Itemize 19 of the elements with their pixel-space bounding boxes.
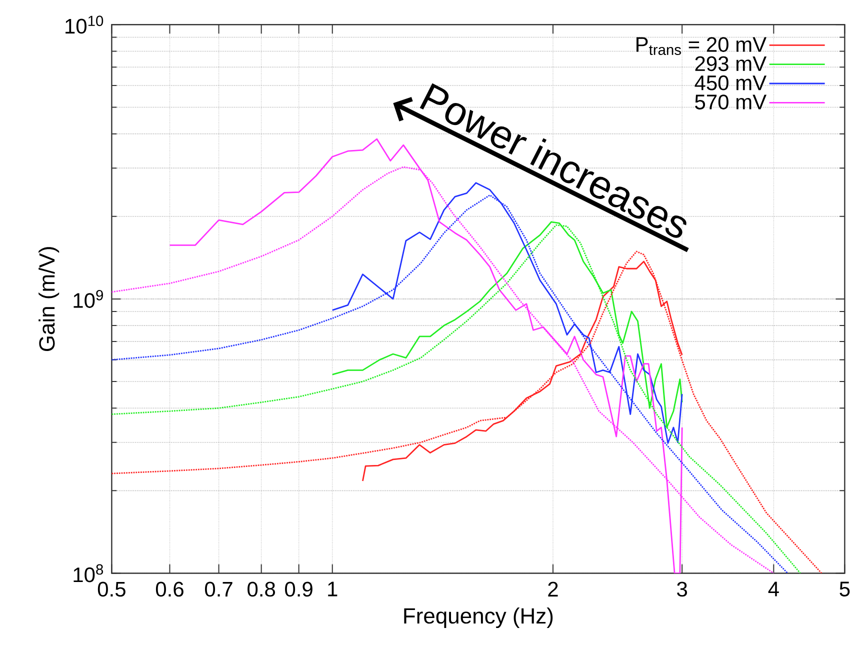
y-tick-label: 10$^{10}$ bbox=[66, 16, 104, 34]
legend-label: 570 mV bbox=[695, 94, 766, 110]
x-tick-label: 0.5 bbox=[98, 582, 126, 597]
x-tick-label: 0.9 bbox=[285, 582, 312, 597]
legend-label: 293 mV bbox=[695, 56, 766, 72]
x-tick-label: 0.8 bbox=[248, 582, 276, 597]
x-tick-label: 1 bbox=[328, 582, 338, 596]
x-axis-title: Frequency (Hz) bbox=[404, 608, 553, 628]
legend-label: 450 mV bbox=[694, 75, 766, 90]
x-tick-label: 2 bbox=[548, 582, 558, 596]
x-tick-label: 0.7 bbox=[205, 582, 232, 597]
legend-label: P$_{trans}$ = 20 mV bbox=[636, 37, 766, 56]
x-tick-label: 4 bbox=[768, 582, 779, 596]
x-tick-label: 0.6 bbox=[156, 582, 184, 597]
x-tick-label: 5 bbox=[840, 582, 850, 596]
y-tick-label: 10$^{8}$ bbox=[74, 564, 104, 582]
x-tick-label: 3 bbox=[677, 582, 687, 597]
y-tick-label: 10$^{9}$ bbox=[74, 290, 103, 308]
y-axis-title: Gain (m/V) bbox=[38, 247, 60, 352]
